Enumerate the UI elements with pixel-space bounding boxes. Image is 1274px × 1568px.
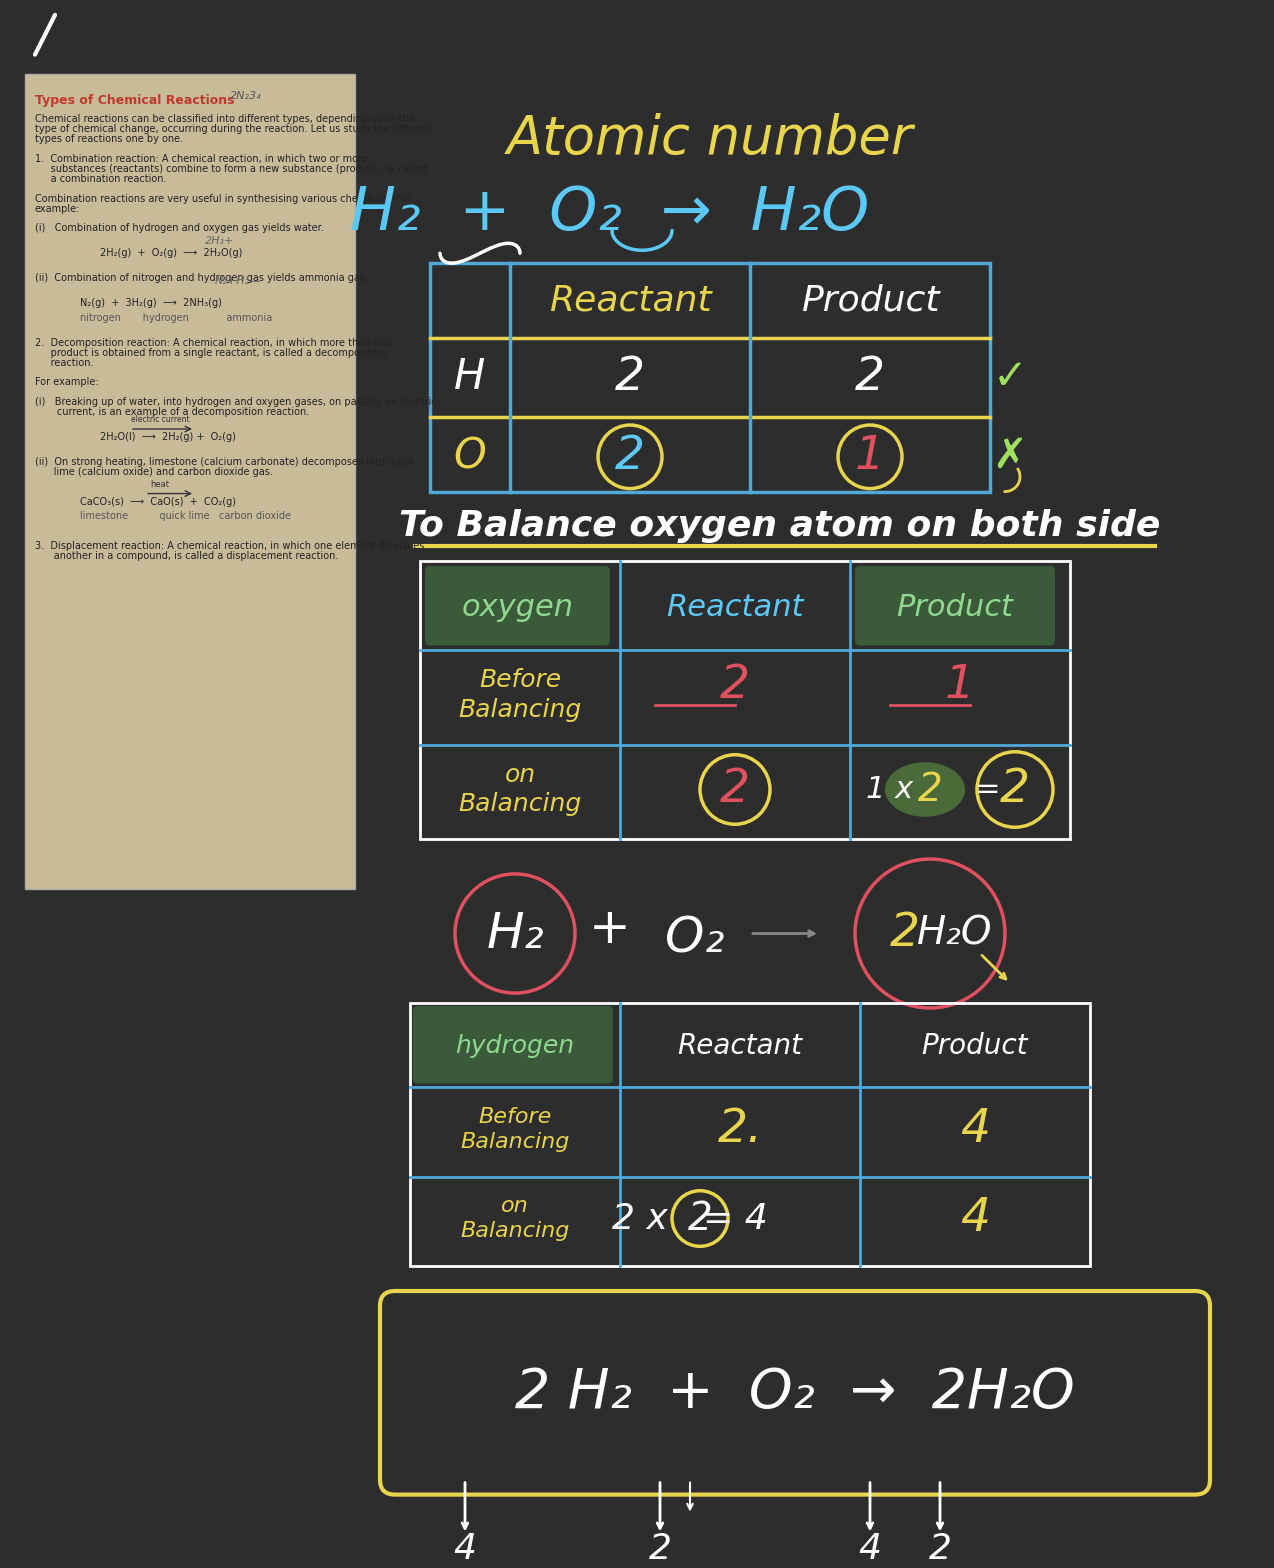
Text: 2 x: 2 x (612, 1201, 668, 1236)
Text: Reactant: Reactant (666, 593, 804, 622)
FancyBboxPatch shape (855, 566, 1055, 646)
Text: 2N₂3₄: 2N₂3₄ (231, 91, 261, 102)
Text: 2: 2 (917, 770, 943, 809)
Text: limestone          quick lime   carbon dioxide: limestone quick lime carbon dioxide (80, 511, 290, 522)
Text: 2: 2 (720, 663, 750, 707)
Text: 4: 4 (454, 1532, 476, 1566)
Text: For example:: For example: (34, 378, 98, 387)
Text: 3.  Displacement reaction: A chemical reaction, in which one element displaces: 3. Displacement reaction: A chemical rea… (34, 541, 424, 552)
Text: nitrogen       hydrogen            ammonia: nitrogen hydrogen ammonia (80, 314, 273, 323)
Text: H: H (455, 356, 485, 398)
Text: 4: 4 (959, 1196, 990, 1240)
Text: on
Balancing: on Balancing (460, 1196, 569, 1240)
Text: 2: 2 (648, 1532, 671, 1566)
Text: Before
Balancing: Before Balancing (459, 668, 582, 721)
Text: hydrogen: hydrogen (455, 1033, 575, 1058)
Text: +: + (589, 905, 631, 952)
Text: (i)   Breaking up of water, into hydrogen and oxygen gases, on passing an electr: (i) Breaking up of water, into hydrogen … (34, 397, 437, 408)
Text: 1: 1 (855, 434, 885, 480)
Text: 2.  Decomposition reaction: A chemical reaction, in which more than one: 2. Decomposition reaction: A chemical re… (34, 337, 391, 348)
Text: Product: Product (897, 593, 1014, 622)
Text: 1.  Combination reaction: A chemical reaction, in which two or more: 1. Combination reaction: A chemical reac… (34, 154, 368, 165)
Text: (i)   Combination of hydrogen and oxygen gas yields water.: (i) Combination of hydrogen and oxygen g… (34, 224, 324, 234)
Text: 1 x: 1 x (866, 775, 913, 804)
Text: To Balance oxygen atom on both side: To Balance oxygen atom on both side (399, 510, 1161, 544)
Text: 2: 2 (929, 1532, 952, 1566)
Text: ✗: ✗ (992, 436, 1027, 478)
Text: 2H₃+: 2H₃+ (205, 237, 234, 246)
Text: Product: Product (801, 284, 939, 318)
Text: ✓: ✓ (992, 356, 1027, 398)
Text: 2H₂O(l)  ⟶  2H₂(g) +  O₂(g): 2H₂O(l) ⟶ 2H₂(g) + O₂(g) (99, 433, 236, 442)
Text: 2H₂(g)  +  O₂(g)  ⟶  2H₂O(g): 2H₂(g) + O₂(g) ⟶ 2H₂O(g) (99, 248, 242, 259)
Text: O₂: O₂ (665, 914, 725, 963)
Text: heat: heat (150, 480, 169, 489)
Text: types of reactions one by one.: types of reactions one by one. (34, 135, 183, 144)
Text: H₂: H₂ (487, 909, 544, 958)
Text: 2: 2 (615, 434, 645, 480)
Text: Combination reactions are very useful in synthesising various chemicals. For: Combination reactions are very useful in… (34, 194, 410, 204)
Text: 2: 2 (615, 354, 645, 400)
FancyBboxPatch shape (426, 566, 610, 646)
Text: example:: example: (34, 204, 80, 213)
Text: 2.: 2. (717, 1107, 763, 1151)
Text: 2: 2 (855, 354, 885, 400)
Text: 1: 1 (945, 663, 975, 707)
Text: Reactant: Reactant (549, 284, 711, 318)
Text: 2 H₂  +  O₂  →  2H₂O: 2 H₂ + O₂ → 2H₂O (515, 1366, 1075, 1419)
Text: 2: 2 (891, 911, 920, 956)
Text: Types of Chemical Reactions: Types of Chemical Reactions (34, 94, 234, 107)
Text: lime (calcium oxide) and carbon dioxide gas.: lime (calcium oxide) and carbon dioxide … (34, 467, 273, 477)
Text: Before
Balancing: Before Balancing (460, 1107, 569, 1151)
Text: 2: 2 (1000, 767, 1031, 812)
Text: 4: 4 (959, 1107, 990, 1151)
Text: N₂+H₂—: N₂+H₂— (215, 276, 261, 285)
Text: H₂  +  O₂  →  H₂O: H₂ + O₂ → H₂O (350, 183, 870, 243)
Text: oxygen: oxygen (462, 593, 575, 622)
Text: Reactant: Reactant (678, 1032, 803, 1060)
Text: type of chemical change, occurring during the reaction. Let us study the differe: type of chemical change, occurring durin… (34, 124, 434, 135)
Text: reaction.: reaction. (34, 358, 93, 367)
Ellipse shape (885, 762, 964, 817)
Text: Atomic number: Atomic number (507, 113, 913, 165)
Text: on
Balancing: on Balancing (459, 762, 582, 817)
Text: CaCO₃(s)  ⟶  CaO(s)  +  CO₂(g): CaCO₃(s) ⟶ CaO(s) + CO₂(g) (80, 497, 236, 506)
Text: product is obtained from a single reactant, is called a decomposition: product is obtained from a single reacta… (34, 348, 386, 358)
Text: H₂O: H₂O (917, 914, 992, 952)
Text: O: O (454, 436, 487, 478)
Text: Chemical reactions can be classified into different types, depending upon the: Chemical reactions can be classified int… (34, 114, 415, 124)
FancyBboxPatch shape (25, 75, 355, 889)
Text: (ii)  Combination of nitrogen and hydrogen gas yields ammonia gas.: (ii) Combination of nitrogen and hydroge… (34, 273, 368, 284)
Text: substances (reactants) combine to form a new substance (product), is called: substances (reactants) combine to form a… (34, 165, 427, 174)
Text: another in a compound, is called a displacement reaction.: another in a compound, is called a displ… (34, 552, 339, 561)
Text: 2: 2 (688, 1200, 712, 1237)
FancyBboxPatch shape (413, 1007, 613, 1083)
Text: electric current: electric current (131, 416, 190, 423)
Text: = 4: = 4 (703, 1201, 767, 1236)
Text: N₂(g)  +  3H₂(g)  ⟶  2NH₃(g): N₂(g) + 3H₂(g) ⟶ 2NH₃(g) (80, 298, 222, 307)
Text: Product: Product (922, 1032, 1028, 1060)
Text: 2: 2 (720, 767, 750, 812)
Text: a combination reaction.: a combination reaction. (34, 174, 167, 183)
Text: =: = (975, 775, 1001, 804)
Text: 4: 4 (859, 1532, 882, 1566)
Text: current, is an example of a decomposition reaction.: current, is an example of a decompositio… (34, 408, 310, 417)
Text: (ii)  On strong heating, limestone (calcium carbonate) decomposes into quick: (ii) On strong heating, limestone (calci… (34, 456, 414, 467)
